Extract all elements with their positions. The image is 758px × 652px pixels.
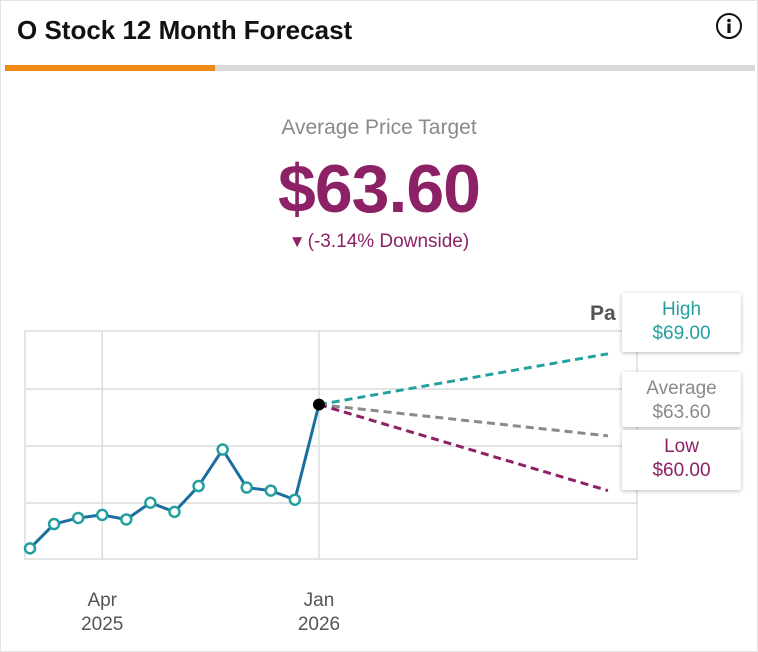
chart-grid bbox=[24, 330, 638, 560]
forecast-line-average bbox=[318, 403, 609, 438]
card-header: O Stock 12 Month Forecast bbox=[1, 1, 757, 63]
history-point bbox=[144, 496, 157, 510]
high-target-value: $69.00 bbox=[652, 323, 711, 344]
history-point bbox=[71, 511, 85, 525]
average-target-callout: Average $63.60 bbox=[622, 372, 741, 427]
price-change-text: (-3.14% Downside) bbox=[307, 231, 470, 252]
low-target-label: Low bbox=[664, 436, 699, 457]
card-title: O Stock 12 Month Forecast bbox=[17, 15, 353, 45]
x-tick-month: Jan bbox=[304, 590, 335, 611]
forecast-lines bbox=[318, 352, 609, 493]
history-point bbox=[240, 481, 253, 494]
x-tick-month: Apr bbox=[87, 590, 117, 611]
progress-bar-fill bbox=[5, 65, 215, 71]
history-point bbox=[288, 493, 302, 506]
current-price-point bbox=[312, 398, 325, 411]
history-point bbox=[95, 508, 109, 522]
high-target-label: High bbox=[661, 299, 702, 320]
history-point bbox=[120, 513, 133, 526]
x-axis-ticks: Apr 2025 Jan 2026 bbox=[81, 590, 340, 635]
history-series bbox=[23, 398, 325, 555]
history-point bbox=[264, 484, 278, 497]
forecast-line-high bbox=[318, 352, 609, 407]
history-point bbox=[192, 479, 205, 493]
plot-frame bbox=[24, 330, 638, 560]
past-label: Pa bbox=[590, 302, 616, 325]
average-price-target-label: Average Price Target bbox=[281, 116, 477, 139]
x-tick-year: 2025 bbox=[81, 614, 123, 635]
history-line bbox=[28, 404, 321, 550]
down-arrow-icon: ▼ bbox=[288, 232, 306, 251]
info-icon[interactable] bbox=[715, 12, 743, 40]
history-point bbox=[47, 517, 61, 531]
x-tick-year: 2026 bbox=[298, 614, 340, 635]
history-point bbox=[23, 542, 37, 555]
low-target-value: $60.00 bbox=[652, 460, 711, 481]
history-point bbox=[168, 505, 181, 519]
average-price-target-value: $63.60 bbox=[278, 151, 481, 227]
high-target-callout: High $69.00 bbox=[622, 293, 741, 352]
average-target-label: Average bbox=[646, 378, 717, 399]
forecast-line-low bbox=[318, 403, 609, 493]
progress-bar bbox=[5, 65, 755, 71]
history-point bbox=[216, 443, 229, 456]
average-target-value: $63.60 bbox=[652, 402, 711, 423]
low-target-callout: Low $60.00 bbox=[622, 430, 741, 490]
price-change: ▼ (-3.14% Downside) bbox=[0, 231, 758, 253]
